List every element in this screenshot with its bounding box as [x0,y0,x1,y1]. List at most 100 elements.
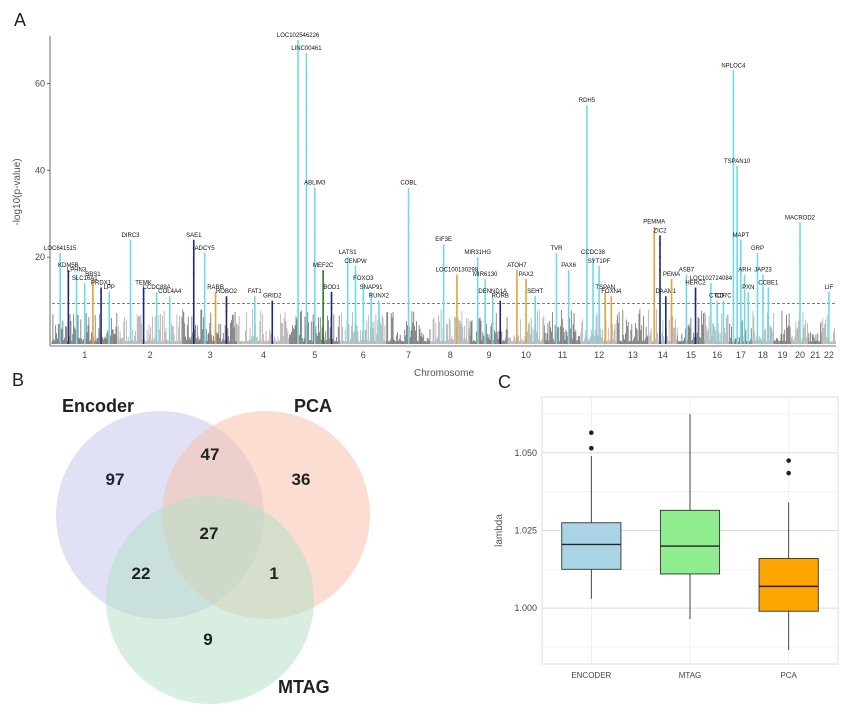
peak-KDM5B: KDM5B [58,263,79,344]
peak-dot [192,247,195,250]
peak-dot [59,281,62,283]
peak-BOD1: BOD1 [323,285,340,344]
chromosome-band-9 [469,313,508,344]
outlier-point [589,430,594,436]
peak-label: CENPW [344,259,367,265]
x-tick-label: 16 [712,350,722,360]
peak-dot [567,284,570,286]
peak-dot [155,295,158,297]
peak-dot [354,289,357,292]
peak-label: ABLIM3 [304,181,326,187]
peak-dot [407,218,410,220]
peak-dot [555,270,558,272]
peak-dot [756,270,759,272]
peak-PEMMA: PEMMA [643,220,665,344]
peak-NPLOC4: NPLOC4 [721,63,746,344]
peak-dot [214,301,217,304]
peak-dot [756,259,759,261]
peak-dot [330,295,333,297]
peak-FOXO3: FOXO3 [353,276,374,344]
peak-MEF2C: MEF2C [313,263,334,344]
peak-dot [354,280,357,283]
peak-dot [91,283,94,285]
manhattan-plot: LOC102546226LINC00461NPLOC4RDH5TSPAN10AB… [12,33,836,379]
peak-dot [664,299,667,301]
x-tick-label: PCA [780,671,797,680]
peak-label: CCDC88A [143,285,171,291]
peak-dot [330,301,333,304]
peak-label: LOC100130298 [436,268,479,274]
peak-dot [739,272,742,275]
peak-dot [59,259,62,261]
peak-dot [214,295,217,297]
peak-dot [129,272,132,275]
peak-dot [491,299,494,301]
box-plot: 1.000 1.025 1.050 ENCODER MTAG PCA lambda [494,396,839,680]
peak-dot [370,301,373,304]
peak-LOC641515: LOC641515 [44,246,77,344]
peak-dot [370,307,373,310]
peak-dot [709,301,712,304]
peak-dot [610,304,613,307]
peak-dot [499,308,502,311]
peak-dot [142,291,145,293]
peak-label: COL4A4 [158,289,182,295]
peak-dot [722,313,725,316]
outlier-point [786,458,791,463]
peak-dot [305,75,308,78]
peak-EIF3E: EIF3E [435,237,452,344]
peak-dot [567,275,570,277]
peak-dot [476,263,479,265]
peak-dot [297,99,299,102]
peak-dot [168,304,171,307]
peak-label: BBS1 [85,272,101,278]
x-tick-label: 18 [758,350,768,360]
peak-TEMK: TEMK [135,281,152,344]
peak-SLC16A1: SLC16A1 [72,276,98,344]
peak-label: GRID2 [263,294,282,300]
peak-dot [271,303,274,305]
box-pca [758,458,819,651]
peak-dot [694,291,697,293]
peak-dot [592,284,594,286]
panel-a-letter: A [14,10,27,30]
peak-COL4A4: COL4A4 [158,289,182,344]
peak-SNAP91: SNAP91 [360,285,383,344]
peak-dot [108,301,111,304]
peak-dot [484,283,487,285]
peak-dot [330,307,333,310]
peak-dot [525,298,527,301]
outlier-point [786,470,791,476]
peak-label: SEHT [527,289,543,295]
panel-b-letter: B [12,370,25,390]
peak-dot [534,310,537,313]
chromosome-band-13 [616,308,649,344]
peak-dot [736,200,739,203]
peak-dot [670,298,673,301]
peak-label: LIF [825,285,834,291]
peak-dot [653,235,656,238]
peak-LINC00461: LINC00461 [291,46,322,344]
peak-PXN: PXN [742,285,754,344]
peak-dot [297,136,299,139]
peak-dot [722,308,725,311]
peak-dot [747,307,750,310]
peak-dot [604,307,607,310]
peak-dot [664,304,667,307]
venn-set-label: PCA [294,396,332,416]
peak-dot [664,310,667,313]
peak-label: MEF2C [313,263,334,269]
peak-ZIC2: ZIC2 [654,228,668,344]
peak-dot [142,297,145,300]
x-tick-label: 6 [361,350,366,360]
peak-dot [354,271,357,273]
x-tick-label: 2 [148,350,153,360]
peak-dot [456,287,458,290]
peak-label: PRDX1 [91,281,112,287]
peak-label: ZIC2 [654,228,668,234]
box-iqr [659,509,721,575]
peak-dot [75,295,78,298]
peak-dot [767,304,770,307]
peak-dot [305,110,308,113]
peak-CD7C: CD7C [715,294,732,344]
